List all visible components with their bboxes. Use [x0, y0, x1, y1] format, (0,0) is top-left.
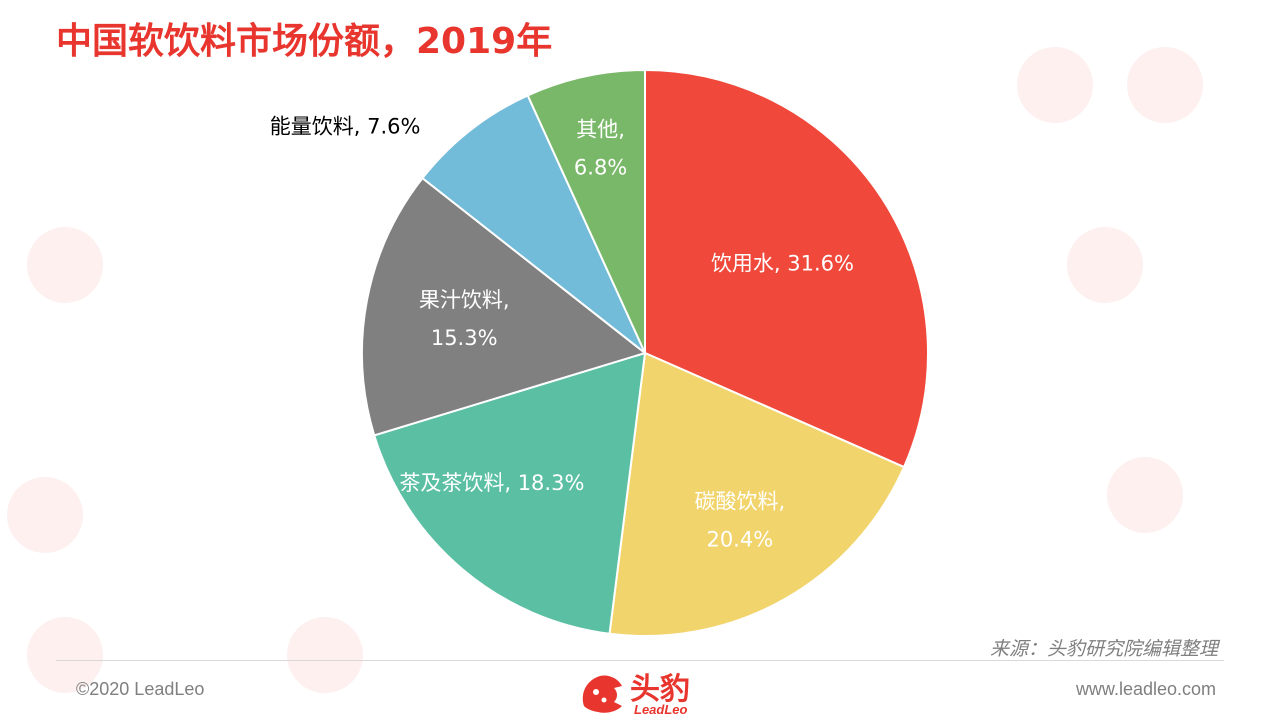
pie-slice-3: [373, 351, 647, 635]
pie-slice-2: [608, 351, 906, 637]
footer-divider: [56, 660, 1224, 661]
source-note: 来源：头豹研究院编辑整理: [989, 638, 1218, 660]
leadleo-watermark-icon: [7, 477, 83, 553]
leadleo-watermark-icon: [1107, 457, 1183, 533]
pie-slice-4: [361, 176, 648, 437]
copyright-text: ©2020 LeadLeo: [76, 679, 205, 699]
slice-label-3: 茶及茶饮料, 18.3%: [399, 471, 584, 495]
logo-cn-text: 头豹: [630, 672, 690, 707]
logo-en-text: LeadLeo: [634, 702, 688, 717]
leadleo-watermark-icon: [1067, 227, 1143, 303]
leadleo-watermark-icon: [287, 617, 363, 693]
slice-label-2: 碳酸饮料, 20.4%: [694, 489, 785, 551]
slice-label-6: 其他, 6.8%: [574, 117, 627, 179]
slice-label-4: 果汁饮料, 15.3%: [419, 288, 510, 350]
chart-title: 中国软饮料市场份额，2019年: [56, 21, 553, 62]
pie-chart: 饮用水, 31.6% 碳酸饮料, 20.4% 茶及茶饮料, 18.3% 果汁饮料, 15.…: [270, 68, 929, 637]
leadleo-watermark-icon: [27, 227, 103, 303]
slice-label-1: 饮用水, 31.6%: [711, 251, 854, 275]
leopard-logo-icon: [582, 675, 622, 713]
leadleo-watermark-icon: [27, 617, 103, 693]
pie-slice-6: [526, 68, 646, 354]
website-link[interactable]: www.leadleo.com: [1075, 679, 1216, 699]
leadleo-watermark-icon: [1017, 47, 1093, 123]
leadleo-logo: 头豹 LeadLeo: [578, 664, 708, 720]
pie-slice-1: [644, 68, 929, 469]
leadleo-watermark-icon: [1127, 47, 1203, 123]
pie-slice-5: [421, 94, 646, 354]
slice-label-5: 能量饮料, 7.6%: [270, 114, 421, 138]
